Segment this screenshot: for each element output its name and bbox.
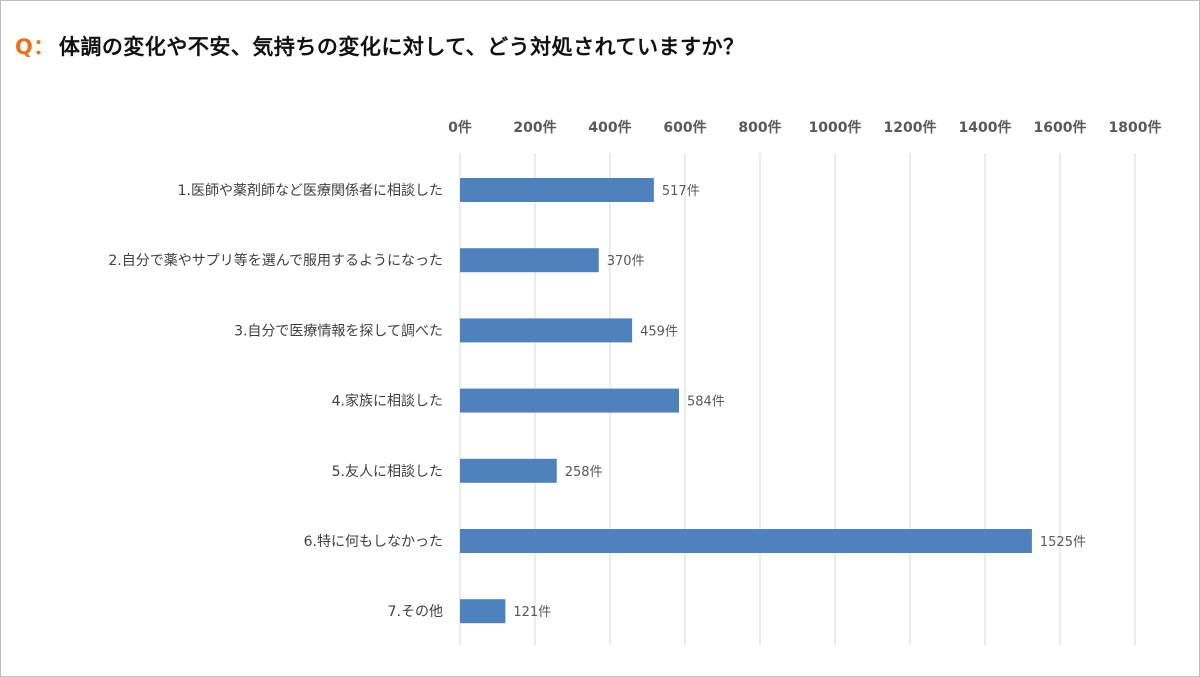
x-tick-label: 1800件: [1109, 119, 1162, 136]
category-label: 4.家族に相談した: [332, 393, 443, 410]
bar: [460, 318, 633, 343]
data-label: 584件: [687, 395, 725, 410]
category-label: 3.自分で医療情報を探して調べた: [234, 322, 443, 339]
x-tick-label: 800件: [738, 119, 781, 136]
category-label: 2.自分で薬やサプリ等を選んで服用するようになった: [108, 252, 443, 269]
bar: [460, 458, 557, 483]
x-tick-label: 400件: [588, 119, 631, 136]
data-label: 1525件: [1040, 535, 1086, 550]
x-tick-label: 1200件: [884, 119, 937, 136]
category-label: 6.特に何もしなかった: [304, 534, 443, 550]
x-tick-label: 1000件: [809, 119, 862, 136]
category-label: 1.医師や薬剤師など医療関係者に相談した: [178, 182, 443, 199]
data-label: 121件: [513, 605, 551, 620]
x-tick-label: 1600件: [1034, 119, 1087, 136]
bar: [460, 178, 654, 202]
bar: [460, 248, 599, 273]
bar: [460, 529, 1032, 553]
x-tick-label: 600件: [663, 119, 706, 136]
question-prefix: Q：: [15, 35, 55, 59]
category-label: 5.友人に相談した: [332, 464, 443, 480]
question-title: Q： 体調の変化や不安、気持ちの変化に対して、どう対処されていますか？: [15, 31, 745, 61]
category-label: 7.その他: [388, 604, 443, 620]
bar: [460, 388, 679, 413]
data-label: 459件: [640, 324, 678, 339]
x-tick-label: 1400件: [959, 119, 1012, 136]
data-label: 517件: [662, 184, 700, 199]
x-tick-label: 200件: [513, 119, 556, 136]
question-text: 体調の変化や不安、気持ちの変化に対して、どう対処されていますか？: [58, 35, 745, 59]
bar: [460, 599, 506, 624]
data-label: 370件: [607, 254, 645, 269]
data-label: 258件: [565, 465, 603, 480]
x-tick-label: 0件: [448, 119, 472, 136]
